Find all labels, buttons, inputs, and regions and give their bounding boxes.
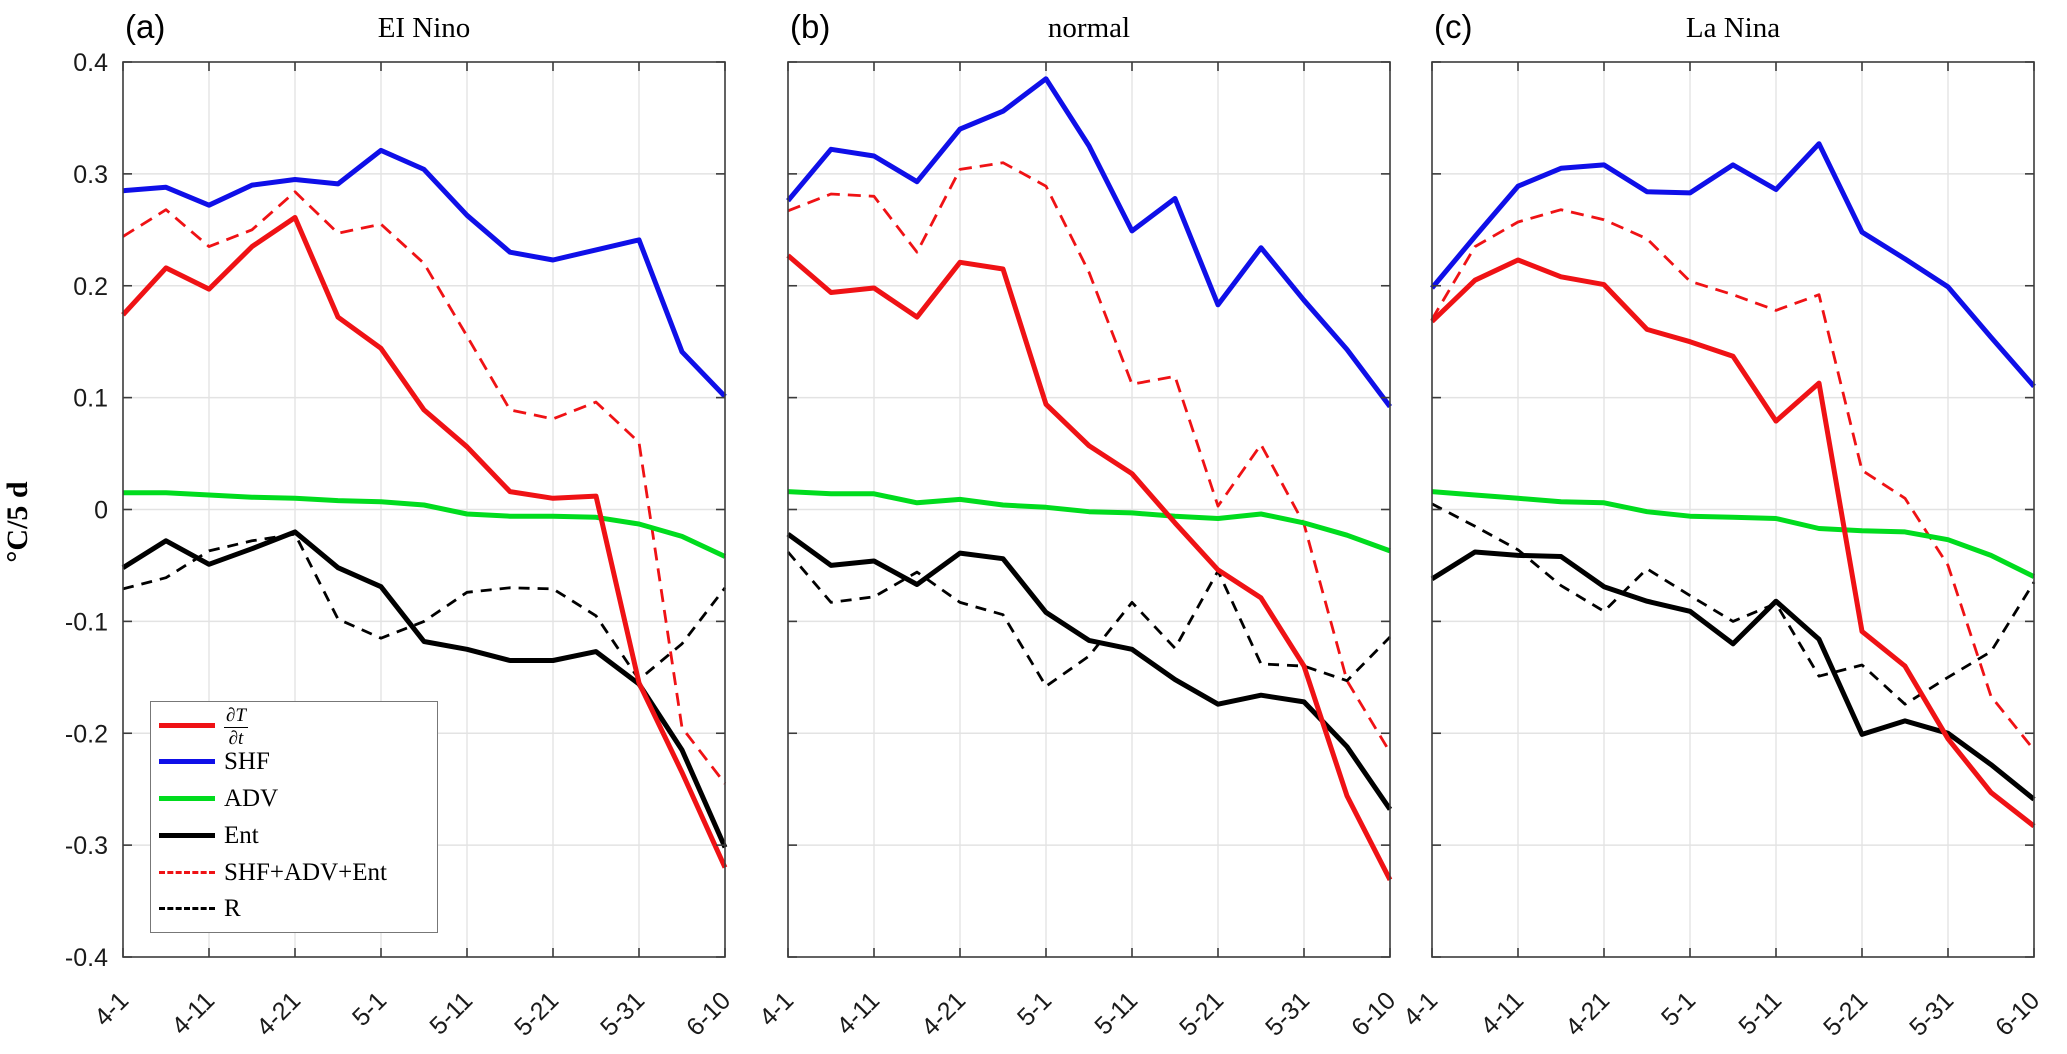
series-line-ADV-panel-a — [123, 490, 727, 559]
x-tick-label: 5-31 — [595, 986, 650, 1041]
legend-item-SUM: SHF+ADV+Ent — [159, 855, 429, 889]
legend: ∂T ∂t SHF ADV Ent SHF+ADV+Ent R — [150, 701, 438, 933]
legend-line-sample-dTdt — [159, 722, 215, 728]
series-line-SHF-panel-b — [786, 76, 1392, 409]
x-tick-label: 4-11 — [831, 986, 885, 1040]
series-line-R-panel-c — [1431, 502, 2036, 706]
series-line-dTdt-panel-c — [1430, 257, 2036, 829]
legend-item-R: R — [159, 892, 429, 926]
panel-letter-a: (a) — [125, 8, 166, 45]
series-line-SHF-panel-a — [122, 147, 727, 399]
x-tick-label: 5-21 — [1174, 986, 1229, 1041]
x-tick-label: 6-10 — [681, 986, 736, 1041]
legend-label-SUM: SHF+ADV+Ent — [224, 858, 387, 886]
y-tick-label: 0.2 — [73, 273, 108, 301]
legend-item-dTdt: ∂T ∂t — [159, 706, 429, 748]
panel-c: 4-1 4-11 4-21 5-1 5-11 5-21 5-31 6-10 — [1398, 61, 2045, 1042]
y-tick-label: 0.1 — [73, 385, 108, 413]
x-tick-label: 5-1 — [1656, 986, 1701, 1031]
series-line-ADV-panel-b — [787, 489, 1391, 554]
x-tick-label: 5-21 — [509, 986, 564, 1041]
series-line-Ent-panel-c — [1430, 549, 2036, 802]
y-axis-label: °C/5 d — [1, 481, 34, 563]
series-line-Ent-panel-a — [121, 529, 728, 849]
y-tick-label: 0.3 — [73, 161, 108, 189]
series-line-ADV-panel-c — [1431, 489, 2036, 579]
legend-line-sample-R — [159, 907, 215, 911]
x-tick-label: 5-31 — [1904, 986, 1959, 1041]
x-tick-label: 4-21 — [916, 986, 971, 1041]
x-tick-label: 5-11 — [1089, 986, 1143, 1040]
legend-line-sample-SUM — [159, 870, 215, 874]
series-line-SUM-panel-a — [122, 190, 727, 785]
x-tick-label: 6-10 — [1346, 986, 1401, 1041]
x-tick-label: 5-1 — [347, 986, 392, 1031]
x-tick-label: 5-11 — [1733, 986, 1787, 1040]
x-tick-label: 6-10 — [1990, 986, 2045, 1041]
legend-line-sample-Ent — [159, 832, 215, 838]
x-tick-label: 4-11 — [166, 986, 220, 1040]
series-line-R-panel-a — [122, 532, 727, 681]
legend-item-SHF: SHF — [159, 745, 429, 779]
y-tick-label: -0.4 — [65, 944, 108, 972]
legend-label-ADV: ADV — [224, 785, 279, 813]
series-line-SHF-panel-c — [1430, 141, 2036, 389]
y-tick-label: 0 — [94, 497, 108, 525]
panel-letter-c: (c) — [1434, 8, 1473, 45]
x-tick-label: 4-11 — [1475, 986, 1529, 1040]
x-tick-label: 4-1 — [754, 986, 799, 1031]
legend-label-R: R — [224, 895, 241, 923]
x-tick-label: 4-21 — [251, 986, 306, 1041]
series-line-dTdt-panel-a — [121, 215, 728, 869]
x-tick-label: 4-1 — [89, 986, 134, 1031]
series-line-SUM-panel-c — [1430, 208, 2036, 751]
x-tick-label: 5-1 — [1012, 986, 1057, 1031]
series-line-Ent-panel-b — [786, 532, 1393, 811]
y-tick-label: -0.3 — [65, 832, 108, 860]
x-tick-label: 4-21 — [1560, 986, 1615, 1041]
legend-label-SHF: SHF — [224, 748, 270, 776]
legend-item-ADV: ADV — [159, 782, 429, 816]
legend-label-dTdt: ∂T ∂t — [224, 705, 248, 749]
series-line-SUM-panel-b — [787, 161, 1392, 754]
series-line-dTdt-panel-b — [786, 253, 1393, 881]
panel-title-la-nina: La Nina — [1685, 12, 1781, 44]
panel-title-el-nino: EI Nino — [377, 12, 471, 44]
y-tick-label: 0.4 — [73, 49, 108, 77]
x-tick-label: 4-1 — [1398, 986, 1443, 1031]
legend-item-Ent: Ent — [159, 818, 429, 852]
x-tick-label: 5-31 — [1260, 986, 1315, 1041]
legend-line-sample-SHF — [159, 759, 215, 765]
panel-letter-b: (b) — [790, 8, 831, 45]
legend-label-Ent: Ent — [224, 821, 259, 849]
y-tick-label: -0.2 — [65, 720, 108, 748]
x-tick-label: 5-21 — [1818, 986, 1873, 1041]
x-tick-label: 5-11 — [424, 986, 478, 1040]
legend-line-sample-ADV — [159, 796, 215, 802]
y-tick-label: -0.1 — [65, 608, 108, 636]
panel-b: 4-1 4-11 4-21 5-1 5-11 5-21 5-31 6-10 — [754, 61, 1401, 1042]
series-line-R-panel-b — [786, 551, 1391, 688]
panel-title-normal: normal — [1047, 12, 1131, 44]
